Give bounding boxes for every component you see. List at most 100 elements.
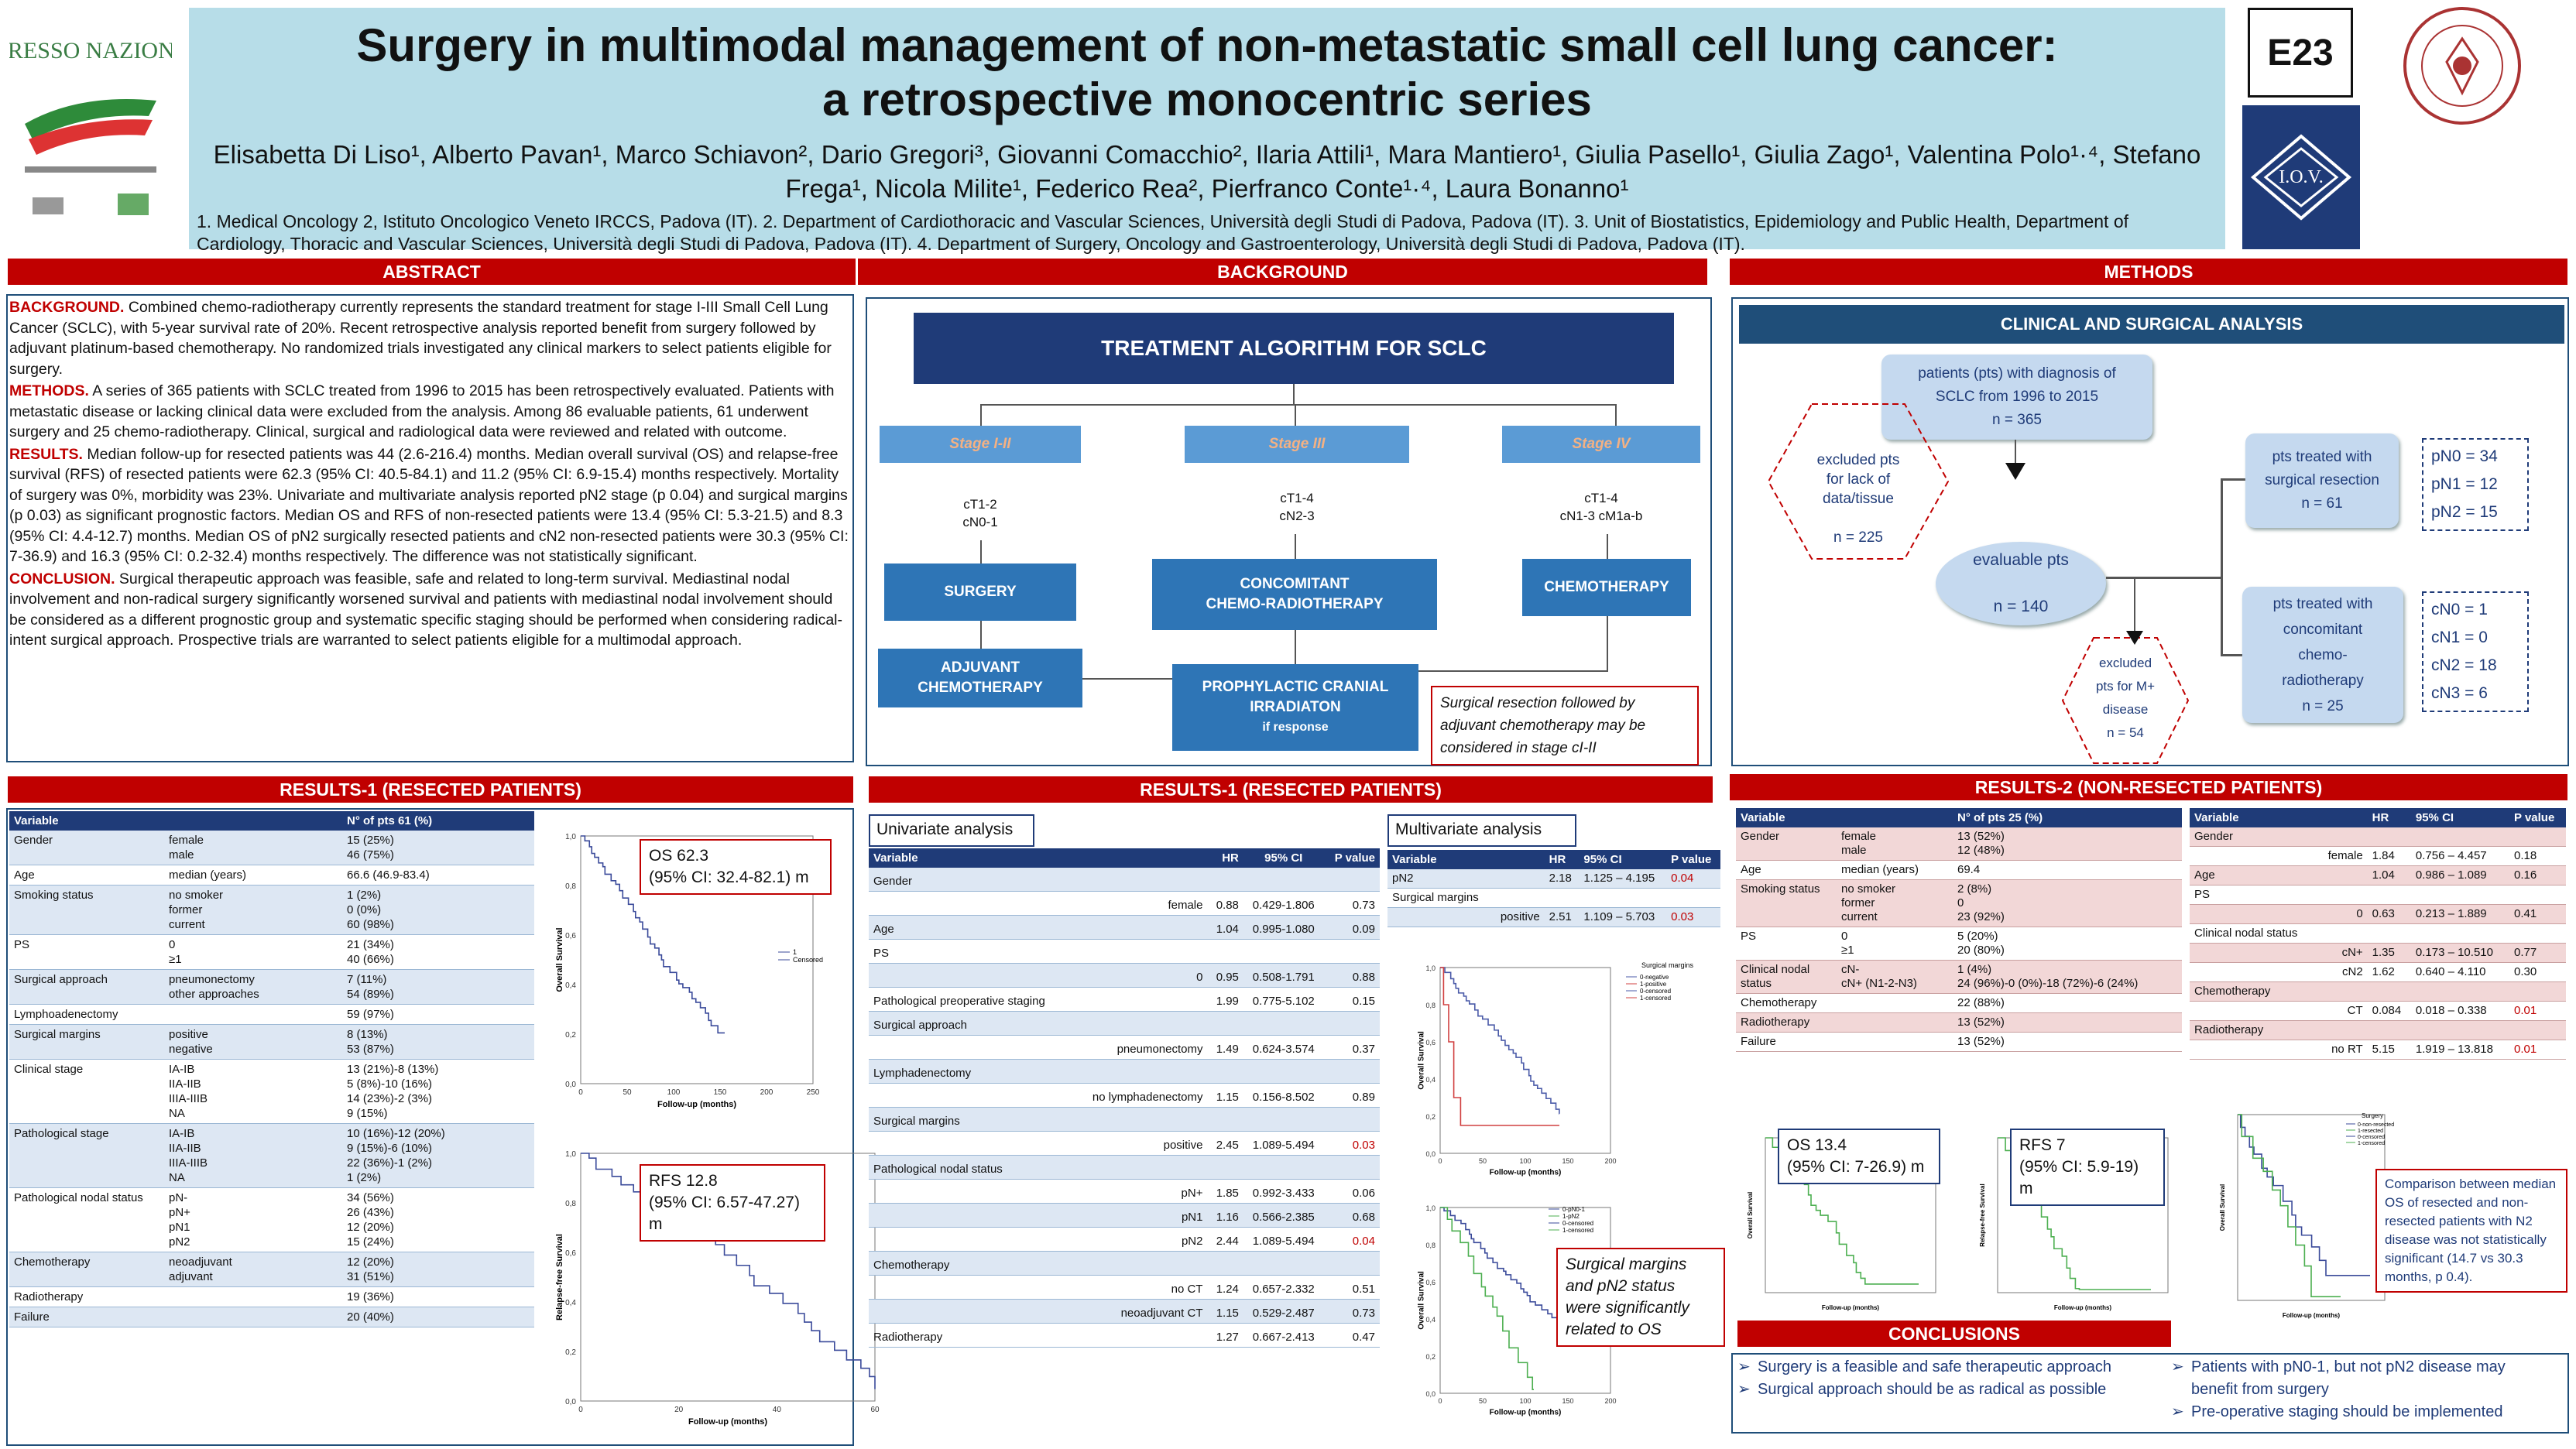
x-axis-label: Follow-up (months) [688, 1417, 767, 1427]
results1-header-right: RESULTS-1 (RESECTED PATIENTS) [869, 776, 1713, 803]
table-cell: Surgical margins [9, 1024, 164, 1060]
legend-label: 1-censored [1562, 1227, 1593, 1234]
algorithm-note: Surgical resection followed by adjuvant … [1431, 686, 1699, 766]
table-cell [869, 1131, 1073, 1156]
table-cell [1323, 939, 1380, 964]
table-cell: 0.156-8.502 [1243, 1083, 1324, 1108]
table-cell: Clinical nodal status [1736, 960, 1837, 994]
y-tick-label: 0,2 [1425, 1113, 1435, 1121]
multivariate-title: Multivariate analysis [1387, 814, 1576, 847]
table-cell [2367, 885, 2411, 905]
table-cell: 0.173 – 10.510 [2410, 943, 2510, 963]
table-cell: 59 (97%) [342, 1004, 534, 1025]
table-cell: Pathological preoperative staging [869, 987, 1073, 1012]
x-axis-label: Follow-up (months) [2054, 1304, 2112, 1311]
table-row: Age 1.04 0.995-1.080 0.09 [869, 915, 1380, 940]
km-os-chart: 0,0 0,2 0,4 0,6 0,8 1,0 0 50 100 150 200 250 Overall… [555, 833, 823, 1109]
x-tick-label: 50 [623, 1088, 632, 1097]
table-cell: 0.986 – 1.089 [2410, 865, 2510, 886]
table-cell [1207, 1107, 1243, 1132]
table-cell [2509, 981, 2566, 1002]
table-cell [2410, 981, 2510, 1002]
table-cell [2410, 885, 2510, 905]
table-row: no lymphadenectomy 1.15 0.156-8.502 0.89 [869, 1083, 1380, 1108]
legend-label: 1 [793, 948, 797, 956]
conclusion-item: ➢ Patients with pN0-1, but not pN2 diseas… [2171, 1358, 2506, 1398]
legend-label: Censored [793, 956, 823, 964]
table-cell: 0.15 [1323, 987, 1380, 1012]
table-row: PS [2190, 885, 2566, 905]
x-tick-label: 50 [1479, 1157, 1487, 1165]
table-cell: 0.16 [2509, 865, 2566, 886]
legend-label: 1-censored [1640, 995, 1671, 1002]
conclusions-right: ➢ Patients with pN0-1, but not pN2 diseas… [2171, 1356, 2555, 1423]
legend-label: 0-censored [1640, 988, 1671, 995]
table-cell [2410, 1020, 2510, 1040]
table-header-cell: P value [2509, 808, 2566, 827]
survival-curve [1440, 1207, 1534, 1390]
table-cell [164, 1307, 342, 1327]
conclusion-item: ➢ Surgery is a feasible and safe therapeu… [1737, 1358, 2111, 1375]
background-header: BACKGROUND [858, 259, 1707, 285]
table-cell: Clinical nodal status [2190, 923, 2317, 944]
table-cell [1207, 1155, 1243, 1180]
table-cell: 0.775-5.102 [1243, 987, 1324, 1012]
table-cell [869, 1035, 1073, 1060]
table-cell: positive [1072, 1131, 1208, 1156]
table-cell: 1.99 [1207, 987, 1243, 1012]
table-header-cell: 95% CI [1243, 848, 1324, 868]
y-axis-label: Overall Survival [1417, 1031, 1425, 1090]
table-cell [1323, 1059, 1380, 1084]
table-row: CT 0.084 0.018 – 0.338 0.01 [2190, 1001, 2566, 1021]
table-cell [164, 1286, 342, 1307]
table-cell [1837, 1032, 1953, 1052]
table-row: Gender female male 13 (52%) 12 (48%) [1736, 827, 2182, 861]
table-row: positive 2.51 1.109 – 5.703 0.03 [1387, 907, 1720, 927]
table-cell: 13 (52%) 12 (48%) [1953, 827, 2182, 861]
down-arrow-icon-2 [2126, 631, 2143, 645]
y-tick-label: 0,0 [565, 1081, 576, 1089]
table-cell: Chemotherapy [869, 1251, 1073, 1276]
abstract-panel [6, 294, 854, 762]
table-cell: 0.37 [1323, 1035, 1380, 1060]
table-cell: 34 (56%) 26 (43%) 12 (20%) 15 (24%) [342, 1187, 534, 1252]
table-row: Failure 20 (40%) [9, 1307, 534, 1327]
survival-curve [581, 1153, 876, 1389]
table-cell: 0.624-3.574 [1243, 1035, 1324, 1060]
y-tick-label: 0,2 [565, 1348, 576, 1357]
abstract-m-label: METHODS. [9, 382, 89, 399]
excluded2-hexagon [2061, 637, 2190, 764]
table-row: female 1.84 0.756 – 4.457 0.18 [2190, 846, 2566, 866]
table-cell: median (years) [1837, 860, 1953, 880]
abstract-header: ABSTRACT [8, 259, 856, 285]
y-axis-label: Overall Survival [1747, 1192, 1754, 1238]
table-cell [1323, 1107, 1380, 1132]
table-cell: 1.089-5.494 [1243, 1131, 1324, 1156]
table-cell: 0.213 – 1.889 [2410, 904, 2510, 924]
table-cell: Smoking status [1736, 879, 1837, 927]
table-cell [1243, 1011, 1324, 1036]
table-row: Radiotherapy 13 (52%) [1736, 1012, 2182, 1033]
table-cell: 0.084 [2367, 1001, 2411, 1021]
adjuvant-box: ADJUVANT CHEMOTHERAPY [878, 649, 1082, 707]
table-header-cell: HR [1207, 848, 1243, 868]
table-cell [2317, 981, 2368, 1002]
table-row: Age median (years) 66.6 (46.9-83.4) [9, 865, 534, 886]
y-tick-label: 1,0 [565, 833, 576, 841]
table-row: Lymphadenectomy [869, 1059, 1380, 1084]
table-cell: 1.109 – 5.703 [1579, 907, 1667, 927]
table-cell: 5.15 [2367, 1040, 2411, 1060]
table-row: Failure 13 (52%) [1736, 1032, 2182, 1052]
pci-sub: if response [1262, 721, 1329, 734]
table-cell: 2.45 [1207, 1131, 1243, 1156]
x-tick-label: 100 [1519, 1157, 1531, 1165]
table-cell: 1.15 [1207, 1083, 1243, 1108]
table-cell: 1.62 [2367, 962, 2411, 982]
table-row: Pathological stage IA-IB IIA-IIB IIIA-III… [9, 1123, 534, 1188]
table-cell: female male [1837, 827, 1953, 861]
table-cell: Surgical margins [1387, 888, 1492, 908]
table-cell [869, 1083, 1073, 1108]
table-row: pneumonectomy 1.49 0.624-3.574 0.37 [869, 1035, 1380, 1060]
y-tick-label: 0,4 [1425, 1316, 1435, 1324]
table-cell: Age [9, 865, 164, 886]
